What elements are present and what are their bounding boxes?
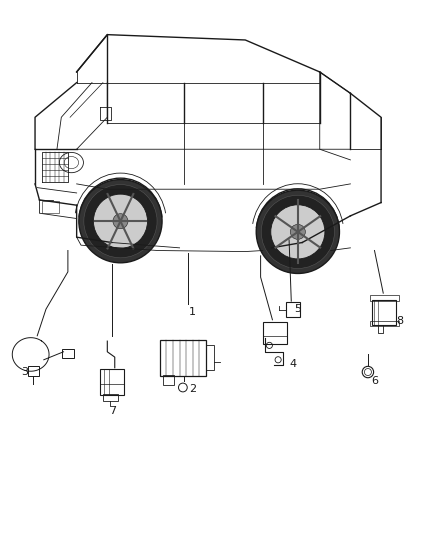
Text: 3: 3 [21,367,28,376]
Bar [100,369,124,395]
Bar [62,349,74,358]
Bar [263,322,287,344]
Text: 5: 5 [294,304,301,314]
Bar [372,300,396,325]
Circle shape [84,184,157,258]
Circle shape [261,195,335,269]
Bar [42,201,59,213]
Bar [206,345,214,370]
Bar [103,394,118,401]
Text: 8: 8 [396,317,403,326]
Circle shape [93,194,148,248]
Bar [370,321,399,326]
Text: 1: 1 [189,307,196,317]
Text: 4: 4 [290,359,297,368]
Circle shape [79,180,162,263]
Text: 7: 7 [110,407,117,416]
Circle shape [256,190,339,273]
Circle shape [113,214,128,229]
Bar [370,295,399,301]
Bar [163,375,174,385]
Text: 6: 6 [371,376,378,386]
Bar [28,366,39,376]
Circle shape [290,224,305,239]
Bar [160,340,206,376]
Text: 2: 2 [189,384,196,394]
Circle shape [271,205,325,259]
Bar [286,302,300,317]
